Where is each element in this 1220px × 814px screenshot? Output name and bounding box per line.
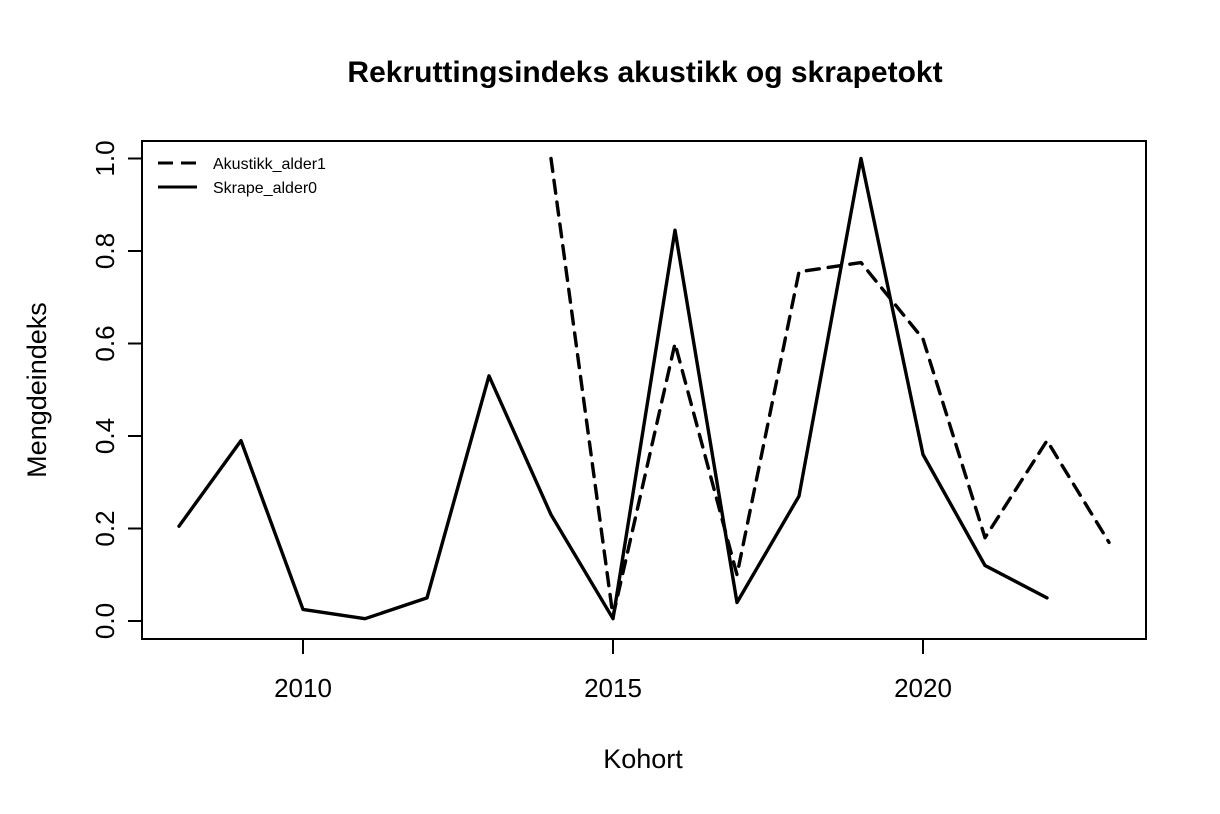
skrape-alder0-line	[177, 156, 1049, 621]
chart-title: Rekruttingsindeks akustikk og skrapetokt	[347, 56, 942, 89]
y-tick-label: 0.2	[90, 510, 120, 546]
x-axis: 2010 2015 2020	[274, 640, 952, 703]
x-tick-label: 2010	[274, 673, 332, 703]
x-tick-label: 2020	[894, 673, 952, 703]
y-axis-title: Mengdeindeks	[22, 302, 52, 478]
legend: Akustikk_alder1 Skrape_alder0	[158, 156, 326, 197]
x-tick-label: 2015	[584, 673, 642, 703]
y-tick-label: 0.6	[90, 325, 120, 361]
data-series	[177, 156, 1111, 621]
y-tick-label: 0.0	[90, 603, 120, 639]
legend-label-akustikk: Akustikk_alder1	[213, 156, 326, 173]
x-axis-title: Kohort	[603, 744, 683, 774]
legend-label-skrape: Skrape_alder0	[213, 180, 317, 197]
plot-border	[141, 140, 1147, 640]
akustikk-alder1-line	[549, 156, 1111, 619]
y-tick-label: 1.0	[90, 140, 120, 176]
y-axis: 0.0 0.2 0.4 0.6 0.8 1.0	[90, 140, 141, 639]
y-tick-label: 0.4	[90, 418, 120, 454]
y-tick-label: 0.8	[90, 233, 120, 269]
